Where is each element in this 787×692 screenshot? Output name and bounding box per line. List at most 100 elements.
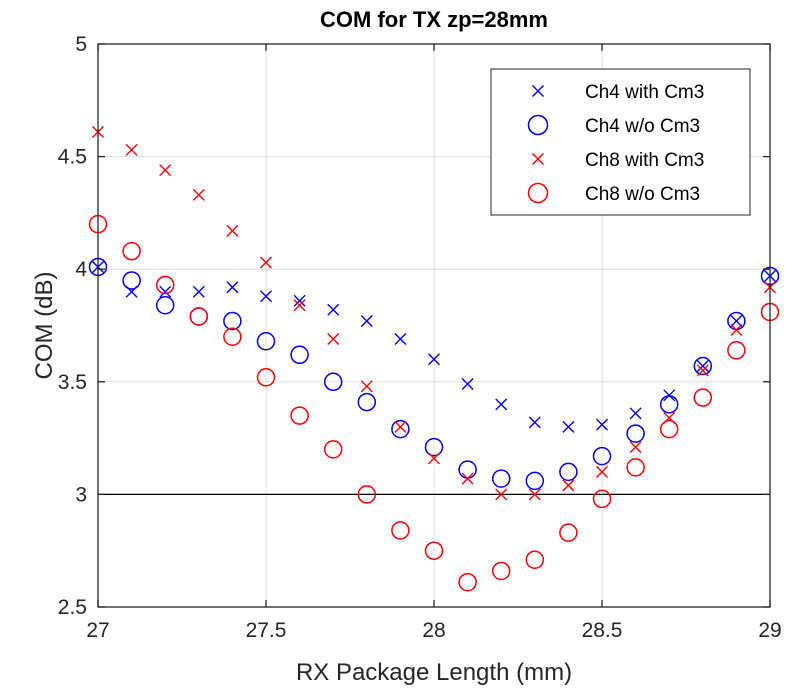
data-point [159, 164, 172, 177]
data-point [528, 416, 541, 429]
data-point [659, 419, 679, 439]
data-point [327, 333, 340, 346]
data-point-stroke-b [260, 290, 272, 303]
data-point [592, 489, 612, 509]
data-point [391, 521, 410, 540]
data-point [189, 307, 209, 326]
x-tick-label: 27.5 [246, 619, 287, 642]
axis-ticks: 27 27.5 28 28.5 29 2.5 3 3.5 4 4.5 5 [58, 33, 782, 642]
y-tick-label: 5 [75, 33, 87, 56]
data-point-stroke-b [696, 360, 709, 373]
legend-label: Ch4 with Cm3 [585, 82, 704, 103]
data-point [629, 407, 642, 420]
data-point [525, 550, 545, 569]
data-point-stroke-b [629, 441, 642, 454]
data-point [323, 372, 343, 392]
data-point [559, 523, 578, 542]
data-point [223, 311, 242, 331]
data-point-stroke-b [730, 315, 743, 327]
data-point-stroke-b [226, 224, 239, 237]
data-point-stroke-b [629, 407, 642, 420]
data-point [357, 392, 377, 412]
data-point [394, 333, 407, 346]
data-point [596, 465, 608, 478]
data-point [562, 420, 575, 433]
legend-label: Ch8 with Cm3 [585, 150, 704, 171]
data-point-stroke-b [360, 315, 373, 327]
legend-marker [527, 182, 549, 204]
legend-marker-stroke-b [532, 85, 544, 97]
data-point-stroke-b [461, 378, 474, 391]
data-point [596, 418, 608, 431]
legend-marker-stroke-b [532, 153, 544, 165]
data-point [693, 388, 713, 407]
data-point-stroke-b [562, 479, 575, 492]
data-point [391, 419, 410, 439]
data-point [461, 378, 474, 391]
data-point-stroke-b [360, 380, 373, 393]
data-point-stroke-b [696, 364, 709, 377]
data-point [155, 275, 175, 295]
data-point-stroke-b [528, 416, 541, 429]
legend: Ch4 with Cm3 Ch4 w/o Cm3 Ch8 with Cm3 Ch8 w… [490, 68, 751, 216]
data-point [730, 315, 743, 327]
x-tick-label: 28 [422, 619, 445, 642]
data-point [424, 437, 444, 457]
data-point [155, 295, 175, 315]
y-tick-label: 3.5 [58, 371, 87, 394]
data-point-stroke-b [495, 398, 508, 411]
data-point [559, 462, 578, 482]
data-point [428, 353, 440, 366]
data-point [360, 380, 373, 393]
data-point [293, 294, 306, 307]
data-point-stroke-b [428, 452, 440, 465]
data-point [428, 452, 440, 465]
legend-label: Ch8 w/o Cm3 [585, 184, 700, 205]
data-point [122, 241, 141, 261]
legend-marker [527, 114, 549, 136]
data-point [626, 424, 645, 443]
data-point-stroke-b [327, 333, 340, 346]
data-point [491, 469, 511, 488]
data-point-stroke-b [394, 420, 407, 433]
data-point-stroke-b [596, 465, 608, 478]
y-tick-label: 4 [75, 258, 87, 281]
data-point [528, 488, 541, 501]
data-point [394, 420, 407, 433]
data-point [125, 143, 138, 156]
data-point [629, 441, 642, 454]
data-point-stroke-b [730, 324, 743, 336]
data-point [293, 299, 306, 312]
data-point-stroke-b [293, 294, 306, 307]
y-axis-label: COM (dB) [31, 272, 58, 380]
data-point-stroke-b [260, 256, 272, 269]
data-point [327, 303, 340, 316]
data-point [727, 341, 746, 360]
data-point [159, 285, 172, 298]
data-point [495, 488, 508, 501]
data-point-stroke-b [428, 353, 440, 366]
x-axis-label: RX Package Length (mm) [296, 659, 572, 686]
data-point [592, 446, 612, 466]
data-point [290, 406, 309, 425]
x-tick-label: 29 [758, 619, 781, 642]
data-point [696, 364, 709, 377]
data-point [260, 290, 272, 303]
data-point [495, 398, 508, 411]
data-point-stroke-b [192, 188, 205, 201]
data-point [696, 360, 709, 373]
data-point [260, 256, 272, 269]
data-point-stroke-b [495, 488, 508, 501]
data-point [730, 324, 743, 336]
legend-marker [532, 85, 544, 97]
data-point-stroke-b [461, 472, 474, 485]
data-point-stroke-b [159, 285, 172, 298]
legend-marker [532, 153, 544, 165]
data-point [323, 440, 343, 459]
data-point [290, 345, 309, 365]
data-point [192, 188, 205, 201]
data-point-stroke-b [159, 164, 172, 177]
data-point [659, 395, 679, 414]
data-point [360, 315, 373, 327]
data-point [223, 327, 242, 347]
